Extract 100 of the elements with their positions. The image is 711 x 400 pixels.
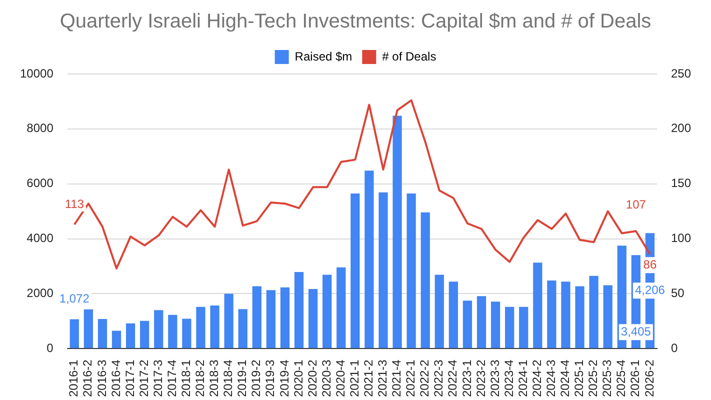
data-label: 86 bbox=[643, 257, 657, 272]
x-tick-label: 2021-3 bbox=[376, 359, 390, 398]
bar bbox=[224, 294, 234, 348]
bar bbox=[434, 274, 444, 348]
y2-tick-label: 50 bbox=[670, 286, 685, 300]
x-tick-label: 2019-4 bbox=[277, 359, 292, 398]
bar bbox=[182, 318, 192, 348]
x-tick-label: 2016-1 bbox=[66, 359, 81, 398]
x-tick-label: 2026-1 bbox=[628, 359, 642, 398]
data-label: 1,072 bbox=[59, 292, 90, 306]
bar bbox=[294, 272, 304, 348]
y2-tick-label: 0 bbox=[670, 340, 678, 355]
x-tick-label: 2020-4 bbox=[333, 359, 348, 398]
bar bbox=[252, 286, 262, 348]
y-tick-label: 6000 bbox=[26, 176, 54, 190]
data-label: 4,206 bbox=[634, 282, 666, 297]
bar bbox=[84, 309, 93, 348]
data-label: 3,405 bbox=[620, 324, 652, 338]
x-tick-label: 2020-1 bbox=[291, 359, 306, 398]
bar bbox=[378, 192, 388, 348]
legend-label: Raised $m bbox=[294, 49, 352, 64]
x-tick-label: 2021-2 bbox=[362, 359, 376, 398]
y-tick-label: 10000 bbox=[20, 66, 54, 80]
x-tick-label: 2025-2 bbox=[586, 359, 600, 398]
x-tick-label: 2023-3 bbox=[488, 359, 502, 398]
bar bbox=[561, 282, 570, 348]
x-tick-label: 2019-1 bbox=[235, 359, 250, 398]
x-tick-label: 2022-2 bbox=[418, 359, 432, 398]
bar bbox=[322, 274, 332, 348]
y-tick-label: 0 bbox=[46, 340, 54, 355]
y2-tick-label: 100 bbox=[670, 231, 692, 246]
bar bbox=[364, 170, 374, 348]
bar bbox=[406, 193, 416, 348]
bar bbox=[126, 323, 136, 348]
x-tick-label: 2023-1 bbox=[460, 359, 474, 398]
bar bbox=[266, 290, 276, 348]
bar bbox=[603, 285, 612, 348]
x-tick-label: 2025-1 bbox=[572, 359, 586, 398]
bar bbox=[519, 306, 528, 348]
bar bbox=[589, 276, 598, 348]
bar bbox=[112, 330, 122, 348]
x-tick-label: 2018-1 bbox=[179, 359, 194, 398]
y2-tick-label: 200 bbox=[670, 121, 692, 136]
x-tick-label: 2023-4 bbox=[502, 359, 516, 398]
x-tick-label: 2021-4 bbox=[390, 359, 404, 398]
y-tick-label: 8000 bbox=[26, 121, 54, 136]
x-tick-label: 2020-3 bbox=[319, 359, 334, 398]
x-tick-label: 2024-1 bbox=[516, 359, 530, 398]
bar bbox=[490, 302, 500, 348]
bar bbox=[350, 193, 360, 348]
x-tick-label: 2017-4 bbox=[164, 359, 179, 398]
x-tick-label: 2022-1 bbox=[404, 359, 418, 398]
chart-title: Quarterly Israeli High-Tech Investments: Capital $m and # of Deals bbox=[60, 10, 652, 33]
x-tick-label: 2018-2 bbox=[193, 359, 208, 398]
bar bbox=[505, 306, 514, 348]
bar bbox=[210, 306, 220, 348]
x-tick-label: 2025-3 bbox=[600, 359, 614, 398]
bar bbox=[196, 306, 206, 348]
bar bbox=[448, 282, 458, 348]
bar bbox=[336, 267, 346, 348]
bar bbox=[140, 320, 150, 348]
data-label: 107 bbox=[626, 197, 646, 212]
x-tick-label: 2019-3 bbox=[263, 359, 278, 398]
y-tick-label: 4000 bbox=[26, 231, 54, 246]
bar bbox=[70, 319, 79, 348]
data-label: 113 bbox=[64, 196, 84, 211]
x-tick-label: 2017-1 bbox=[122, 359, 137, 398]
bar bbox=[533, 262, 542, 348]
x-tick-label: 2016-2 bbox=[80, 359, 95, 398]
bar bbox=[462, 300, 472, 348]
x-tick-label: 2017-2 bbox=[136, 359, 151, 398]
legend-label: # of Deals bbox=[382, 49, 436, 64]
bar bbox=[280, 287, 290, 348]
x-tick-label: 2019-2 bbox=[249, 359, 264, 398]
x-tick-label: 2018-4 bbox=[221, 359, 236, 398]
x-tick-label: 2020-2 bbox=[305, 359, 320, 398]
y-tick-label: 2000 bbox=[26, 286, 54, 300]
x-tick-label: 2024-3 bbox=[544, 359, 558, 398]
x-tick-label: 2018-3 bbox=[207, 359, 222, 398]
bar bbox=[168, 314, 178, 348]
x-tick-label: 2022-3 bbox=[432, 359, 446, 398]
bar bbox=[547, 280, 556, 348]
x-tick-label: 2022-4 bbox=[446, 359, 460, 398]
bar bbox=[575, 286, 584, 348]
x-tick-label: 2016-3 bbox=[94, 359, 109, 398]
x-tick-label: 2024-4 bbox=[558, 359, 572, 398]
x-tick-label: 2016-4 bbox=[108, 359, 123, 398]
y2-tick-label: 150 bbox=[670, 176, 692, 190]
x-tick-label: 2017-3 bbox=[150, 359, 165, 398]
x-tick-label: 2025-4 bbox=[614, 359, 628, 398]
bar bbox=[476, 296, 486, 348]
y2-tick-label: 250 bbox=[670, 66, 692, 80]
x-tick-label: 2023-2 bbox=[474, 359, 488, 398]
bar bbox=[98, 318, 108, 348]
bar bbox=[154, 310, 164, 348]
bar bbox=[420, 212, 430, 348]
bar bbox=[238, 309, 248, 348]
x-tick-label: 2024-2 bbox=[530, 359, 544, 398]
x-tick-label: 2026-2 bbox=[642, 359, 656, 398]
bar bbox=[308, 289, 318, 348]
